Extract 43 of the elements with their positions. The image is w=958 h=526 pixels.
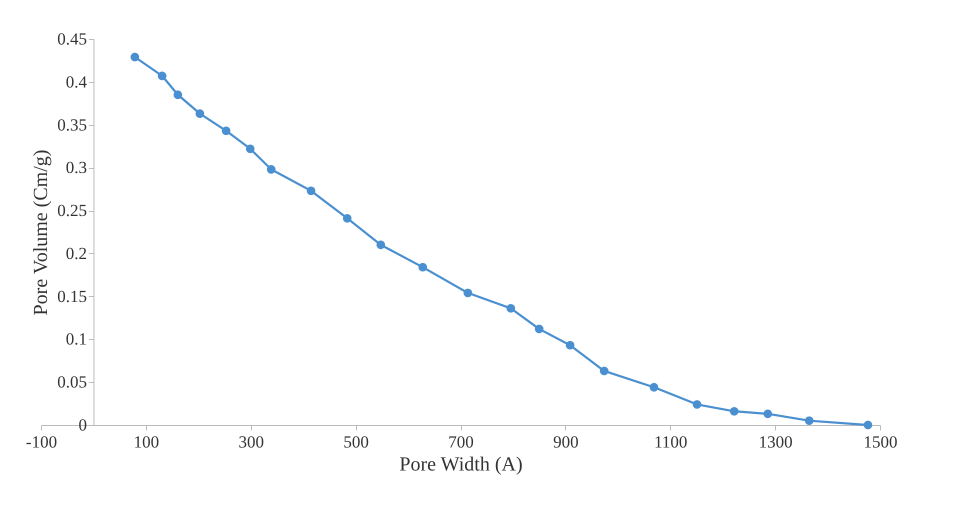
y-tick-label: 0.45 [57, 30, 87, 48]
point [506, 304, 516, 313]
point [763, 410, 772, 418]
point [418, 262, 428, 272]
point [222, 126, 230, 136]
x-tick-label: -100 [26, 432, 58, 452]
point [464, 288, 472, 298]
y-tick-label: 0 [78, 416, 87, 434]
x-tick-label: 300 [238, 432, 264, 452]
x-axis-title: Pore Width (A) [399, 454, 523, 476]
x-tick-label: 1300 [758, 432, 793, 452]
point [246, 144, 255, 154]
x-tick-label: 100 [134, 432, 160, 452]
y-tick-label: 0.05 [57, 372, 87, 392]
x-tick-label: 1100 [654, 432, 688, 452]
y-tick-label: 0.2 [66, 244, 87, 263]
point [376, 240, 386, 250]
point [266, 165, 276, 174]
point [566, 340, 574, 350]
y-tick-label: 0.35 [57, 115, 87, 134]
y-tick-label: 0.15 [57, 286, 87, 306]
y-tick-label: 0.25 [57, 201, 87, 220]
point [158, 72, 166, 80]
point [174, 90, 182, 100]
y-axis-title: Pore Volume (Cm/g) [30, 150, 52, 316]
point [600, 366, 609, 376]
point [534, 324, 544, 334]
point [130, 52, 140, 62]
point [692, 400, 702, 409]
y-tick-label: 0.3 [66, 158, 87, 178]
x-tick-label: 500 [343, 432, 369, 452]
point [196, 109, 204, 118]
y-tick-label: 0.1 [66, 330, 87, 349]
point [342, 214, 352, 223]
y-tick-label: 0.4 [66, 72, 88, 92]
point [306, 186, 316, 196]
x-tick-label: 700 [448, 432, 474, 452]
point [730, 406, 739, 416]
x-tick-label: 1500 [864, 432, 898, 452]
point [864, 420, 872, 430]
point [804, 416, 814, 426]
x-tick-label: 900 [553, 432, 579, 452]
point [650, 382, 658, 392]
